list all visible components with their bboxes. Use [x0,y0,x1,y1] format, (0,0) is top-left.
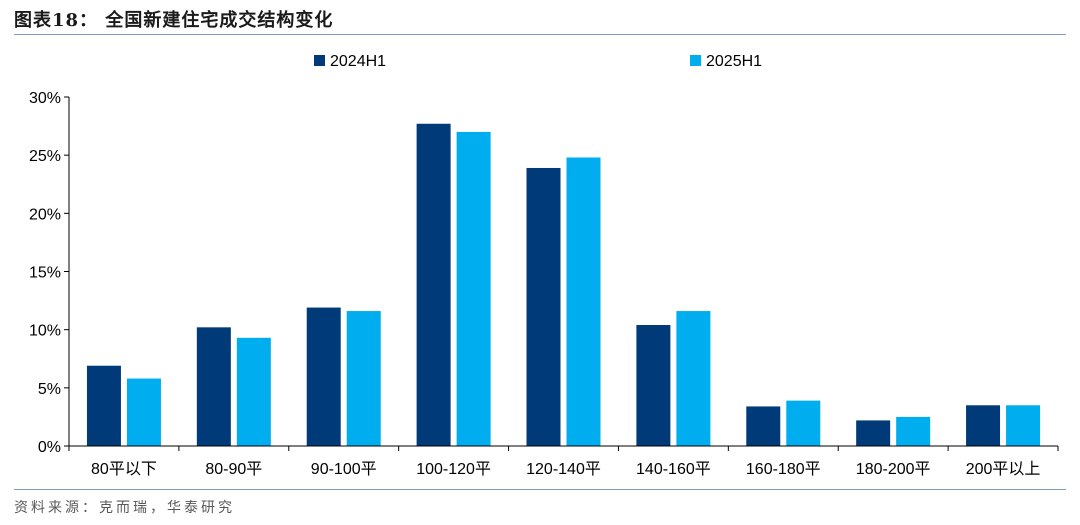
bar-2024H1-6 [746,406,781,446]
bar-2025H1-3 [456,131,491,446]
x-tick-label-7: 180-200平 [856,461,931,478]
y-tick-label-1: 5% [38,381,61,398]
bar-2024H1-5 [636,325,671,446]
bar-2024H1-2 [306,307,341,446]
y-tick-label-4: 20% [29,206,61,223]
y-tick-label-3: 15% [29,265,61,282]
x-tick-label-4: 120-140平 [526,461,601,478]
x-tick-label-6: 160-180平 [746,461,821,478]
legend-label-1: 2025H1 [706,53,762,70]
x-tick-label-0: 80平以下 [91,461,157,478]
bar-2025H1-4 [566,157,601,446]
source-note: 资料来源：克而瑞，华泰研究 [14,500,235,516]
bar-2025H1-8 [1006,405,1041,446]
legend-swatch-0 [314,55,325,66]
x-tick-label-2: 90-100平 [311,461,377,478]
bar-2024H1-7 [856,420,891,446]
title-divider [14,34,1066,35]
bar-2024H1-4 [526,167,561,447]
bar-2024H1-1 [196,327,231,446]
bar-2025H1-2 [346,311,381,446]
bar-2025H1-5 [676,311,711,446]
legend-label-0: 2024H1 [330,53,386,70]
bar-2025H1-6 [786,400,821,446]
x-tick-label-1: 80-90平 [205,461,262,478]
y-tick-label-0: 0% [38,439,61,456]
y-tick-label-5: 25% [29,148,61,165]
bar-2025H1-0 [126,378,161,446]
y-tick-label-2: 10% [29,323,61,340]
footer-divider [14,489,1066,490]
page-title: 图表18： 全国新建住宅成交结构变化 [14,10,334,31]
y-tick-label-6: 30% [29,90,61,107]
x-tick-label-3: 100-120平 [416,461,491,478]
legend-swatch-1 [690,55,701,66]
bar-2024H1-8 [966,405,1001,446]
bar-2025H1-1 [236,337,271,446]
x-tick-label-5: 140-160平 [636,461,711,478]
x-tick-label-8: 200平以上 [966,460,1041,478]
bar-2025H1-7 [896,416,931,446]
bar-2024H1-3 [416,123,451,447]
bar-2024H1-0 [86,365,121,446]
